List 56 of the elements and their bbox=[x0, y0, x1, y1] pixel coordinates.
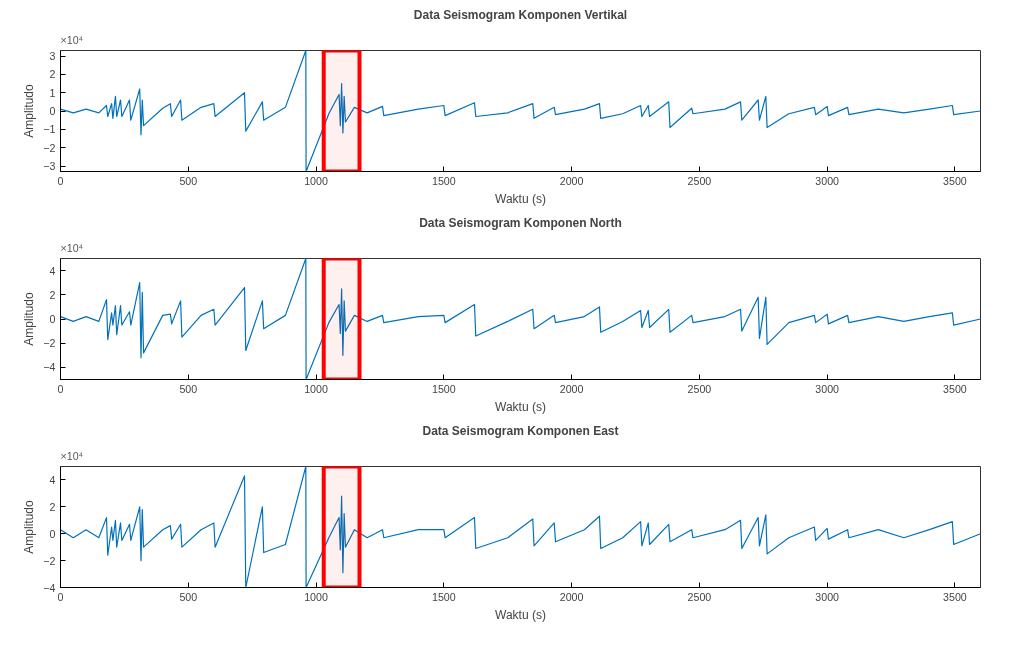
x-tick-label: 2000 bbox=[559, 174, 584, 187]
y-tick-label: −2 bbox=[43, 141, 56, 154]
x-tick-label: 2000 bbox=[559, 382, 584, 395]
y-tick-label: 2 bbox=[49, 68, 56, 81]
y-tick-label: −2 bbox=[43, 554, 56, 567]
line-series bbox=[60, 466, 981, 588]
x-tick-label: 500 bbox=[179, 382, 198, 395]
x-tick-label: 3500 bbox=[943, 590, 967, 603]
x-tick-label: 2000 bbox=[559, 590, 584, 603]
chart-title: Data Seismogram Komponen North bbox=[419, 215, 622, 230]
x-tick-label: 500 bbox=[179, 590, 198, 603]
x-tick-label: 500 bbox=[179, 174, 198, 187]
y-tick-label: 2 bbox=[49, 288, 56, 301]
x-axis-title: Waktu (s) bbox=[495, 607, 546, 622]
y-axis-title: Amplitudo bbox=[22, 291, 37, 346]
x-tick-label: 1000 bbox=[304, 174, 328, 187]
y-tick-label: 1 bbox=[49, 86, 56, 99]
x-tick-label: 3000 bbox=[815, 382, 840, 395]
y-tick-label: −4 bbox=[43, 361, 56, 374]
y-tick-label: 2 bbox=[49, 500, 56, 513]
x-tick-label: 1000 bbox=[304, 382, 328, 395]
y-tick-label: 4 bbox=[49, 473, 56, 486]
y-axis-title: Amplitudo bbox=[22, 499, 37, 554]
line-series bbox=[60, 50, 981, 172]
y-tick-label: −1 bbox=[43, 123, 56, 136]
x-tick-label: 1000 bbox=[304, 590, 328, 603]
x-tick-label: 3500 bbox=[943, 174, 967, 187]
x-tick-label: 1500 bbox=[431, 382, 456, 395]
chart-title: Data Seismogram Komponen Vertikal bbox=[413, 7, 628, 22]
x-axis-title: Waktu (s) bbox=[495, 399, 546, 414]
x-tick-label: 1500 bbox=[431, 590, 456, 603]
x-tick-label: 3000 bbox=[815, 590, 840, 603]
y-tick-label: −2 bbox=[43, 337, 56, 350]
y-tick-label: 4 bbox=[49, 264, 56, 277]
x-axis-title: Waktu (s) bbox=[495, 191, 546, 206]
line-series bbox=[60, 258, 981, 380]
x-tick-label: 2500 bbox=[687, 382, 712, 395]
x-tick-label: 1500 bbox=[431, 174, 456, 187]
chart-title: Data Seismogram Komponen East bbox=[422, 423, 619, 438]
x-tick-label: 0 bbox=[57, 590, 64, 603]
y-tick-label: −3 bbox=[43, 160, 56, 172]
x-tick-label: 3500 bbox=[943, 382, 967, 395]
x-tick-label: 3000 bbox=[815, 174, 840, 187]
text: ×10⁴ bbox=[60, 449, 84, 462]
x-tick-label: 0 bbox=[57, 382, 64, 395]
y-tick-label: 3 bbox=[49, 50, 56, 62]
text: ×10⁴ bbox=[60, 241, 84, 254]
y-tick-label: −4 bbox=[43, 581, 56, 594]
text: ×10⁴ bbox=[60, 33, 84, 46]
y-axis-title: Amplitudo bbox=[22, 83, 37, 138]
y-tick-label: 0 bbox=[49, 105, 56, 117]
x-tick-label: 2500 bbox=[687, 174, 712, 187]
x-tick-label: 2500 bbox=[687, 590, 712, 603]
y-tick-label: 0 bbox=[49, 313, 56, 325]
y-tick-label: 0 bbox=[49, 527, 56, 540]
x-tick-label: 0 bbox=[57, 174, 64, 187]
